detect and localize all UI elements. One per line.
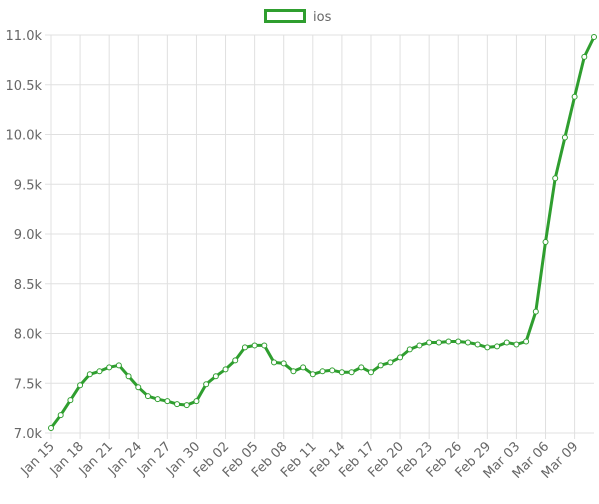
data-point xyxy=(67,397,74,404)
y-tick-label: 8.0k xyxy=(14,328,43,343)
data-point xyxy=(212,373,219,380)
data-point xyxy=(581,53,588,60)
data-point xyxy=(290,368,297,375)
data-point xyxy=(96,368,103,375)
legend-label: ios xyxy=(313,10,332,25)
data-point xyxy=(358,364,365,371)
data-point xyxy=(251,342,258,349)
data-point xyxy=(542,238,549,245)
y-tick-label: 7.5k xyxy=(14,377,43,392)
data-point xyxy=(561,134,568,141)
data-point xyxy=(348,369,355,376)
data-point xyxy=(48,425,54,432)
data-point xyxy=(474,341,481,348)
data-point xyxy=(571,93,578,100)
data-point xyxy=(135,384,142,391)
data-point xyxy=(523,338,530,345)
data-point xyxy=(338,369,345,376)
data-point xyxy=(300,364,307,371)
data-point xyxy=(77,382,84,389)
data-point xyxy=(377,362,384,369)
y-tick-label: 10.0k xyxy=(6,129,43,144)
data-point xyxy=(222,366,229,373)
data-point xyxy=(261,342,268,349)
data-point xyxy=(125,373,132,380)
data-point xyxy=(494,343,501,350)
data-point xyxy=(435,339,442,346)
data-point xyxy=(86,371,93,378)
data-point xyxy=(416,342,423,349)
data-point xyxy=(503,339,510,346)
data-point xyxy=(115,362,122,369)
y-tick-label: 10.5k xyxy=(6,79,43,94)
data-point xyxy=(280,360,287,367)
y-tick-label: 8.5k xyxy=(14,278,43,293)
data-point xyxy=(464,339,471,346)
data-point xyxy=(183,402,190,409)
data-point xyxy=(513,341,520,348)
data-point xyxy=(455,338,462,345)
data-point xyxy=(203,381,210,388)
data-point xyxy=(426,339,433,346)
data-point xyxy=(106,364,113,371)
data-point xyxy=(271,359,278,366)
data-point xyxy=(552,175,559,182)
data-point xyxy=(445,338,452,345)
data-point xyxy=(591,33,597,40)
y-tick-label: 11.0k xyxy=(6,29,43,44)
data-point xyxy=(193,398,200,405)
y-tick-label: 9.0k xyxy=(14,228,43,243)
data-point xyxy=(329,367,336,374)
y-tick-label: 7.0k xyxy=(14,427,43,442)
y-tick-label: 9.5k xyxy=(14,178,43,193)
data-point xyxy=(406,346,413,353)
data-point xyxy=(309,371,316,378)
data-point xyxy=(174,401,181,408)
data-point xyxy=(154,396,161,403)
data-point xyxy=(397,354,404,361)
data-point xyxy=(484,344,491,351)
data-point xyxy=(144,393,151,400)
data-point xyxy=(387,359,394,366)
legend-swatch xyxy=(264,9,306,23)
data-point xyxy=(164,398,171,405)
data-point xyxy=(319,368,326,375)
data-point xyxy=(532,308,539,315)
data-point xyxy=(367,369,374,376)
data-point xyxy=(232,357,239,364)
data-point xyxy=(57,412,64,419)
data-point xyxy=(241,344,248,351)
